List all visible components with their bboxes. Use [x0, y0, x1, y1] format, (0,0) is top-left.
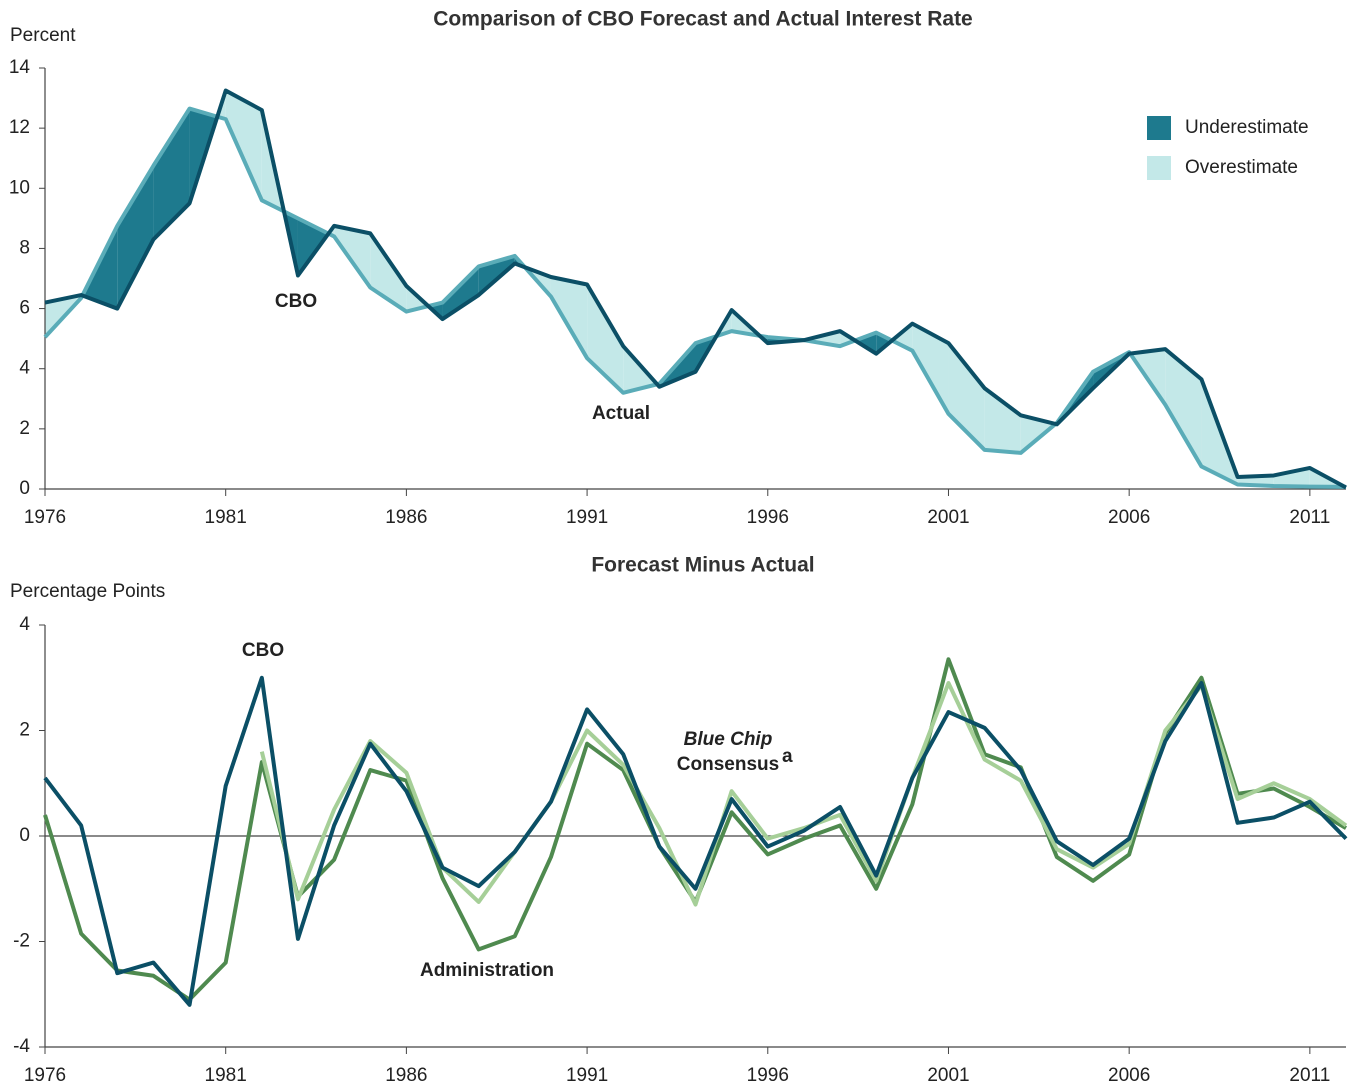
overestimate-area	[1165, 349, 1202, 467]
y-tick-label: -4	[13, 1036, 30, 1057]
legend-swatch	[1147, 116, 1171, 140]
footnote-mark: a	[782, 746, 793, 767]
overestimate-area	[225, 90, 262, 201]
x-tick-label: 2001	[927, 507, 969, 528]
legend-swatch	[1147, 156, 1171, 180]
y-tick-label: 14	[9, 57, 31, 78]
series-line	[259, 681, 1348, 907]
series-line	[44, 88, 1347, 490]
x-tick-label: 2006	[1108, 507, 1150, 528]
overestimate-area	[1273, 467, 1310, 487]
y-tick-label: 12	[9, 117, 30, 138]
overestimate-area	[948, 343, 985, 450]
x-tick-label: 2001	[927, 1065, 969, 1086]
x-tick-label: 1991	[566, 1065, 608, 1086]
series-line	[43, 657, 1348, 1002]
x-tick-label: 1981	[205, 1065, 247, 1086]
y-tick-label: 10	[9, 177, 30, 198]
series-label: Actual	[592, 403, 650, 424]
x-tick-label: 1996	[747, 507, 789, 528]
x-tick-label: 2006	[1108, 1065, 1150, 1086]
x-tick-label: 1976	[24, 507, 66, 528]
y-tick-label: 0	[19, 478, 30, 499]
y-axis-label: Percentage Points	[10, 581, 165, 602]
series-label: Blue Chip	[684, 729, 773, 750]
y-tick-label: 0	[19, 825, 30, 846]
legend-label: Overestimate	[1185, 157, 1298, 178]
series-label: CBO	[242, 640, 284, 661]
y-axis-label: Percent	[10, 25, 76, 46]
y-tick-label: 8	[19, 237, 30, 258]
chart-title: Forecast Minus Actual	[591, 554, 814, 577]
x-tick-label: 2011	[1289, 507, 1330, 528]
x-tick-label: 1996	[747, 1065, 789, 1086]
x-tick-label: 2011	[1289, 1065, 1330, 1086]
chart-title: Comparison of CBO Forecast and Actual In…	[433, 8, 973, 31]
underestimate-area	[117, 165, 154, 309]
underestimate-area	[442, 266, 479, 320]
x-tick-label: 1986	[385, 507, 427, 528]
series-label: CBO	[275, 291, 317, 312]
y-tick-label: 2	[19, 418, 30, 439]
y-tick-label: 6	[19, 298, 30, 319]
x-tick-label: 1986	[385, 1065, 427, 1086]
x-tick-label: 1991	[566, 507, 608, 528]
x-tick-label: 1981	[205, 507, 247, 528]
series-label: Administration	[420, 960, 554, 981]
overestimate-area	[984, 388, 1021, 453]
y-tick-label: 4	[19, 614, 30, 635]
y-tick-label: -2	[13, 931, 30, 952]
underestimate-area	[297, 218, 329, 276]
legend-label: Underestimate	[1185, 117, 1309, 138]
series-line	[43, 675, 1348, 1007]
series-label: Consensus	[677, 754, 779, 775]
overestimate-area	[912, 323, 949, 414]
y-tick-label: 4	[19, 358, 30, 379]
overestimate-area	[550, 276, 588, 359]
underestimate-area	[153, 108, 190, 240]
x-tick-label: 1976	[24, 1065, 66, 1086]
y-tick-label: 2	[19, 720, 30, 741]
